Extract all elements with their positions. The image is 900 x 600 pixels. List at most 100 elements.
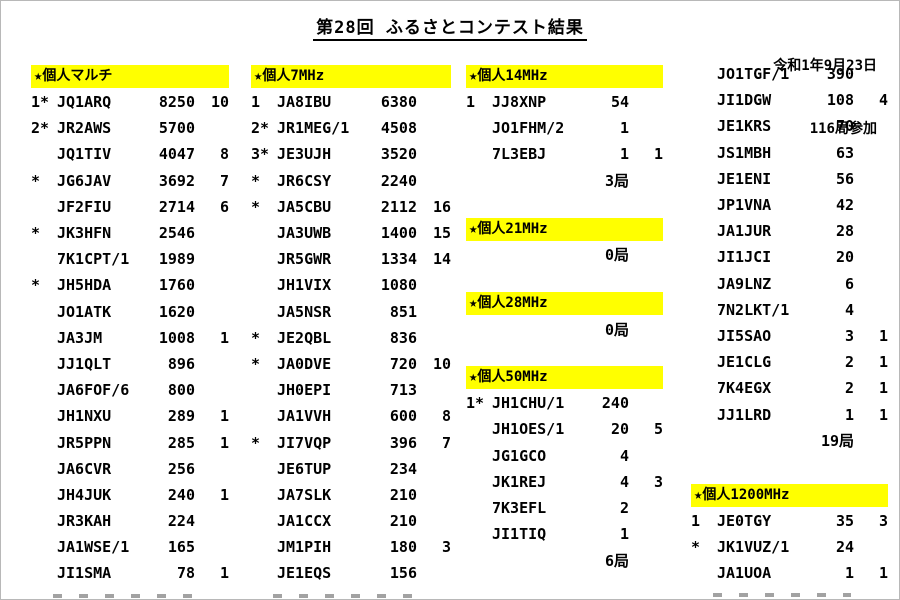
total-row: 0局 [466,242,663,268]
total-row: 3局 [466,168,663,194]
callsign-cell: JR1MEG/1 [277,119,350,138]
callsign-cell: JH1VIX [277,276,332,295]
result-row: 1* JH1CHU/1 240 [466,390,663,416]
mult-cell: 14 [432,250,451,269]
rank-cell: * [31,276,41,295]
callsign-cell: JH1CHU/1 [492,394,565,413]
callsign-cell: JE1EQS [277,564,332,583]
callsign-cell: JJ1QLT [57,354,112,373]
callsign-cell: JA1JUR [717,222,772,241]
result-row: * JH5HDA 1760 [31,272,229,298]
score-cell: 720 [389,354,417,373]
result-row: * JK1VUZ/1 24 [691,534,888,560]
mult-cell: 15 [432,224,451,243]
result-row: 7L3EBJ 1 1 [466,141,663,167]
title-row: 第28回 ふるさとコンテスト結果 [1,13,899,41]
result-block: JO1TGF/1 390 JI1DGW 108 4 JE1KRS 70 JS1MBH 63 JE1… [691,61,888,454]
rank-cell: * [251,328,261,347]
callsign-cell: JI1DGW [717,91,772,110]
rank-cell: 2* [31,119,50,138]
rank-cell: * [31,224,41,243]
score-cell: 8250 [158,93,195,112]
score-cell: 54 [610,93,629,112]
score-cell: 2714 [158,197,195,216]
rank-cell: 3* [251,145,270,164]
mult-cell: 8 [441,407,451,426]
result-row: JK1REJ 4 3 [466,469,663,495]
mult-cell: 5 [653,420,663,439]
mult-cell: 1 [878,564,888,583]
result-row: JM1PIH 180 3 [251,534,451,560]
result-row: 7K3EFL 2 [466,495,663,521]
callsign-cell: JF2FIU [57,197,112,216]
callsign-cell: JE6TUP [277,459,332,478]
mult-cell: 16 [432,197,451,216]
callsign-cell: JQ1TIV [57,145,112,164]
result-row: JA1VVH 600 8 [251,403,451,429]
score-cell: 1620 [158,302,195,321]
column-kojin-multi: ★個人マルチ 1* JQ1ARQ 8250 10 2* JR2AWS 5700 JQ1TIV 40… [31,65,229,598]
result-block: ★個人28MHz 0局 [466,291,663,342]
mult-cell: 3 [653,472,663,491]
callsign-cell: JA1UOA [717,564,772,583]
score-cell: 240 [601,394,629,413]
score-cell: 240 [167,485,195,504]
score-cell: 63 [835,143,854,162]
mult-cell: 1 [878,379,888,398]
callsign-cell: JM1PIH [277,538,332,557]
score-cell: 4 [619,472,629,491]
callsign-cell: JH1NXU [57,407,112,426]
mult-cell: 10 [432,354,451,373]
clipped-next-row [53,593,192,598]
column-kojin-7mhz: ★個人7MHz 1 JA8IBU 6380 2* JR1MEG/1 4508 3* JE3UJH… [251,65,451,598]
mult-cell: 1 [219,485,229,504]
result-row: JA9LNZ 6 [691,271,888,297]
callsign-cell: 7L3EBJ [492,145,547,164]
callsign-cell: JK1VUZ/1 [717,538,790,557]
result-row: 7K1CPT/1 1989 [31,246,229,272]
score-cell: 396 [389,433,417,452]
result-row: 2* JR1MEG/1 4508 [251,115,451,141]
callsign-cell: JI7VQP [277,433,332,452]
rank-cell: 1* [466,394,485,413]
score-cell: 1 [844,564,854,583]
mult-cell: 1 [219,433,229,452]
result-row: JH1VIX 1080 [251,272,451,298]
callsign-cell: JE1ENI [717,169,772,188]
callsign-cell: JR6CSY [277,171,332,190]
score-cell: 390 [826,65,854,84]
score-cell: 234 [389,459,417,478]
callsign-cell: JA6CVR [57,459,112,478]
mult-cell: 8 [219,145,229,164]
score-cell: 2546 [158,224,195,243]
mult-cell: 3 [441,538,451,557]
result-row: 1 JJ8XNP 54 [466,89,663,115]
callsign-cell: JE3UJH [277,145,332,164]
score-cell: 2 [844,379,854,398]
score-cell: 3692 [158,171,195,190]
result-row: 3* JE3UJH 3520 [251,141,451,167]
callsign-cell: 7K4EGX [717,379,772,398]
score-cell: 24 [835,538,854,557]
result-row: JA1UOA 1 1 [691,560,888,586]
score-cell: 2 [619,498,629,517]
rank-cell: 1 [251,93,261,112]
page-title: 第28回 ふるさとコンテスト結果 [313,13,587,41]
callsign-cell: JR5PPN [57,433,112,452]
score-cell: 56 [835,169,854,188]
callsign-cell: JI1SMA [57,564,112,583]
score-cell: 108 [826,91,854,110]
mult-cell: 1 [878,405,888,424]
score-cell: 2112 [380,197,417,216]
callsign-cell: JI5SAO [717,326,772,345]
callsign-cell: JA9LNZ [717,274,772,293]
score-cell: 600 [389,407,417,426]
callsign-cell: JE2QBL [277,328,332,347]
score-cell: 2 [844,353,854,372]
section-header: ★個人1200MHz [691,483,888,507]
result-row: JI1SMA 78 1 [31,560,229,586]
callsign-cell: JO1TGF/1 [717,65,790,84]
result-row: JA3UWB 1400 15 [251,220,451,246]
mult-cell: 4 [878,91,888,110]
score-cell: 224 [167,512,195,531]
